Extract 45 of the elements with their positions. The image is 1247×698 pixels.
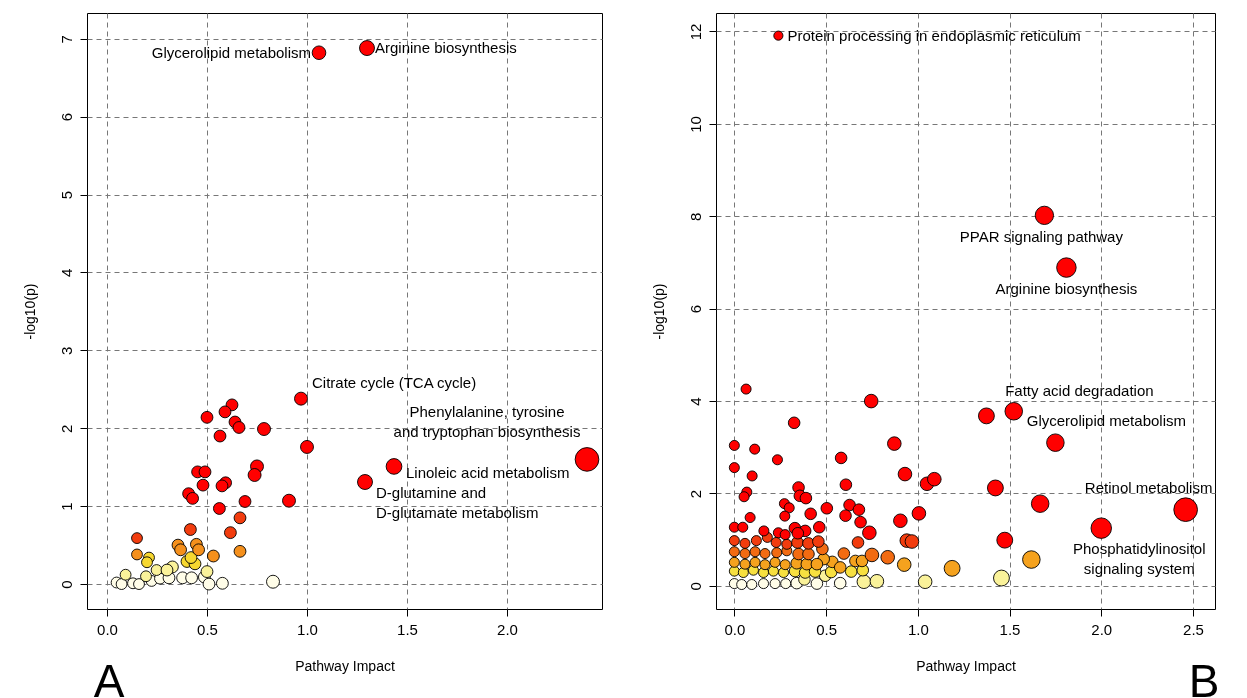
annotation: Citrate cycle (TCA cycle) bbox=[312, 373, 477, 391]
x-tick-label: 2.0 bbox=[497, 620, 518, 638]
annotation: Phosphatidylinositol signaling system bbox=[1072, 540, 1206, 578]
text: A bbox=[93, 655, 125, 698]
x-tick-label: 1.0 bbox=[297, 620, 318, 638]
annotation: Retinol metabolism bbox=[1084, 478, 1213, 496]
y-tick-label: 3 bbox=[57, 346, 75, 356]
annotation: Protein processing in endoplasmic reticulum bbox=[787, 26, 1081, 44]
x-tick-label: 0.5 bbox=[197, 620, 218, 638]
x-axis-title: Pathway Impact bbox=[916, 657, 1016, 674]
y-tick-label: 6 bbox=[57, 112, 75, 122]
text: B bbox=[1188, 655, 1220, 698]
x-tick-label: 0.0 bbox=[724, 620, 746, 638]
y-tick-label: 8 bbox=[686, 212, 704, 221]
x-tick-label: 1.5 bbox=[999, 620, 1021, 638]
x-axis-title: Pathway Impact bbox=[295, 657, 395, 674]
x-tick-label: 0.0 bbox=[97, 620, 118, 638]
y-tick-label: 4 bbox=[57, 268, 75, 278]
annotation: Glycerolipid metabolism bbox=[1026, 412, 1186, 430]
annotation: PPAR signaling pathway bbox=[959, 228, 1124, 246]
x-tick-label: 0.5 bbox=[816, 620, 837, 638]
y-tick-label: 2 bbox=[57, 424, 75, 433]
annotation: Glycerolipid metabolism bbox=[151, 43, 311, 61]
y-tick-label: 7 bbox=[57, 35, 75, 44]
x-tick-label: 2.5 bbox=[1183, 620, 1204, 638]
annotation: Arginine biosynthesis bbox=[995, 279, 1138, 297]
y-axis-title: -log10(p) bbox=[21, 283, 38, 340]
y-tick-label: 12 bbox=[686, 23, 704, 41]
x-tick-label: 2.0 bbox=[1091, 620, 1113, 638]
y-tick-label: 0 bbox=[57, 580, 75, 589]
y-tick-label: 1 bbox=[57, 502, 75, 511]
y-tick-label: 4 bbox=[686, 397, 704, 406]
annotation: Phenylalanine, tyrosine and tryptophan biosynthesis bbox=[393, 403, 581, 441]
y-axis-title: -log10(p) bbox=[650, 283, 667, 340]
x-tick-label: 1.5 bbox=[397, 620, 418, 638]
x-tick-label: 1.0 bbox=[907, 620, 929, 638]
annotation: Linoleic acid metabolism bbox=[406, 464, 570, 482]
annotation: D-glutamine and D-glutamate metabolism bbox=[376, 484, 539, 522]
y-tick-label: 6 bbox=[686, 305, 704, 314]
annotation: Arginine biosynthesis bbox=[375, 39, 517, 57]
y-tick-label: 2 bbox=[686, 489, 704, 499]
y-tick-label: 5 bbox=[57, 190, 75, 200]
y-tick-label: 10 bbox=[686, 116, 704, 133]
annotation: Fatty acid degradation bbox=[1005, 381, 1154, 399]
y-tick-label: 0 bbox=[686, 582, 704, 591]
